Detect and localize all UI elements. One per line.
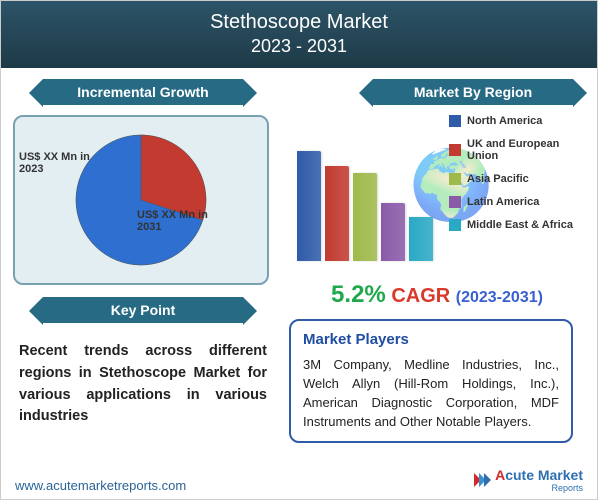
right-column: Market By Region 🌍 North AmericaUK and E… <box>289 79 585 443</box>
players-title: Market Players <box>303 331 559 348</box>
legend-item: North America <box>449 115 579 127</box>
keypoint-text: Recent trends across different regions i… <box>13 333 273 428</box>
legend-label: Asia Pacific <box>467 173 529 185</box>
bar <box>381 203 405 261</box>
region-ribbon: Market By Region <box>373 79 573 105</box>
header-title: Stethoscope Market <box>1 9 597 35</box>
pie-slice-label: US$ XX Mn in 2023 <box>19 151 99 175</box>
header: Stethoscope Market 2023 - 2031 <box>1 1 597 68</box>
legend-item: Middle East & Africa <box>449 219 579 231</box>
bar <box>353 173 377 261</box>
legend-item: Latin America <box>449 196 579 208</box>
footer: www.acutemarketreports.com Acute Market … <box>15 467 583 493</box>
legend-swatch <box>449 115 461 127</box>
legend-swatch <box>449 144 461 156</box>
growth-ribbon: Incremental Growth <box>43 79 243 105</box>
legend-swatch <box>449 173 461 185</box>
players-body: 3M Company, Medline Industries, Inc., We… <box>303 356 559 431</box>
cagr-value: 5.2% <box>331 281 386 308</box>
bar <box>325 166 349 261</box>
legend-item: UK and European Union <box>449 138 579 162</box>
pie-slice-label: US$ XX Mn in 2031 <box>137 209 217 233</box>
legend-label: Latin America <box>467 196 539 208</box>
logo: Acute Market Reports <box>476 467 583 493</box>
bar <box>409 217 433 261</box>
legend: North America UK and European Union Asia P… <box>449 115 579 242</box>
header-years: 2023 - 2031 <box>1 35 597 58</box>
legend-swatch <box>449 219 461 231</box>
legend-label: Middle East & Africa <box>467 219 573 231</box>
logo-text: Acute Market Reports <box>495 467 583 493</box>
players-box: Market Players 3M Company, Medline Indus… <box>289 319 573 443</box>
keypoint-ribbon: Key Point <box>43 297 243 323</box>
legend-label: UK and European Union <box>467 138 579 162</box>
footer-url: www.acutemarketreports.com <box>15 478 186 493</box>
legend-label: North America <box>467 115 542 127</box>
logo-chevron-icon <box>476 473 491 487</box>
bar-group <box>297 131 437 261</box>
pie-panel: US$ XX Mn in 2023 US$ XX Mn in 2031 <box>13 115 269 285</box>
left-column: Incremental Growth US$ XX Mn in 2023US$ … <box>13 79 273 428</box>
bar <box>297 151 321 261</box>
cagr-range: (2023-2031) <box>456 289 543 306</box>
legend-swatch <box>449 196 461 208</box>
legend-item: Asia Pacific <box>449 173 579 185</box>
cagr-line: 5.2% CAGR (2023-2031) <box>289 281 585 309</box>
region-chart: 🌍 North AmericaUK and European UnionAsia… <box>289 115 579 263</box>
cagr-label: CAGR <box>391 285 450 307</box>
